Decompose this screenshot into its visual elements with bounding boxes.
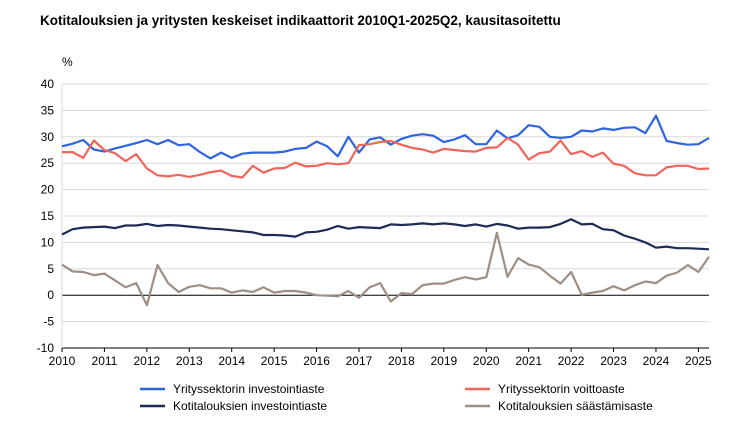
- x-tick-label: 2023: [600, 354, 627, 368]
- x-tick-label: 2016: [303, 354, 330, 368]
- legend: Yrityssektorin investointiaste Yrityssekt…: [140, 382, 653, 413]
- x-tick-label: 2013: [176, 354, 203, 368]
- x-axis: 2010 2011 2012 2013 2014 2015 2016 2017 2018 2019…: [49, 348, 712, 368]
- y-tick-label: 5: [47, 262, 54, 276]
- y-axis: -10 -5 0 5 10 15 20 25 30 35 40: [37, 77, 55, 355]
- x-tick-label: 2019: [430, 354, 457, 368]
- y-tick-label: -10: [37, 341, 55, 355]
- legend-label: Kotitalouksien investointiaste: [173, 399, 327, 413]
- x-tick-label: 2022: [558, 354, 585, 368]
- y-tick-label: 15: [41, 209, 55, 223]
- y-tick-label: 30: [41, 130, 55, 144]
- legend-label: Kotitalouksien säästämisaste: [498, 399, 653, 413]
- x-tick-label: 2025: [685, 354, 712, 368]
- series-line-2: [62, 136, 710, 179]
- x-tick-label: 2018: [388, 354, 415, 368]
- x-tick-label: 2021: [515, 354, 542, 368]
- x-tick-label: 2015: [261, 354, 288, 368]
- x-tick-label: 2012: [134, 354, 161, 368]
- x-tick-label: 2011: [92, 354, 118, 368]
- x-tick-label: 2024: [643, 354, 670, 368]
- legend-label: Yrityssektorin investointiaste: [173, 382, 325, 396]
- series-line-3: [61, 218, 710, 251]
- series-line-4: [61, 231, 710, 307]
- y-tick-label: 10: [41, 235, 55, 249]
- x-tick-label: 2017: [346, 354, 373, 368]
- legend-label: Yrityssektorin voittoaste: [498, 382, 625, 396]
- y-tick-label: 25: [41, 156, 55, 170]
- x-tick-label: 2014: [218, 354, 245, 368]
- y-tick-label: 0: [47, 288, 54, 302]
- x-tick-label: 2020: [473, 354, 500, 368]
- y-tick-label: 35: [41, 103, 55, 117]
- y-tick-label: -5: [43, 315, 54, 329]
- chart-title: Kotitalouksien ja yritysten keskeiset in…: [40, 13, 561, 28]
- grid: [61, 83, 709, 349]
- y-tick-label: 20: [41, 183, 55, 197]
- plot-area: [61, 114, 710, 307]
- x-tick-label: 2010: [49, 354, 76, 368]
- y-tick-label: 40: [41, 77, 55, 91]
- y-axis-label: %: [62, 55, 73, 69]
